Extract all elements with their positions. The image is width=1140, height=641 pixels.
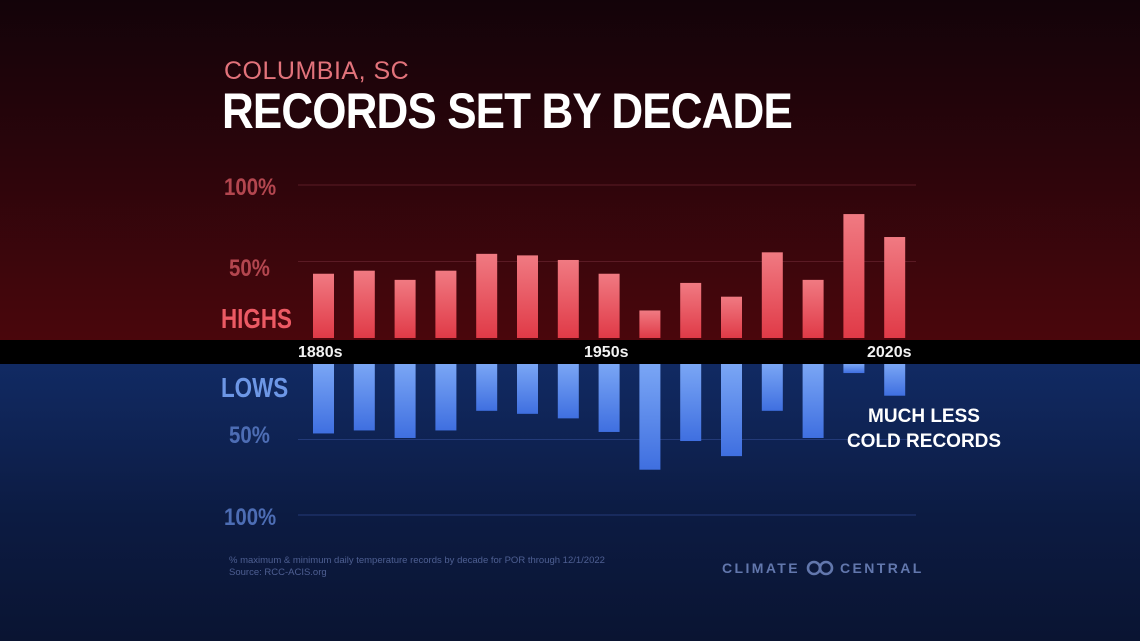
y-tick-label-top-50: 50% xyxy=(229,255,270,282)
lows-bar-1920s xyxy=(476,364,498,411)
highs-bar-1920s xyxy=(476,253,498,338)
lows-bar-1970s xyxy=(680,364,702,442)
infinity-rings-icon xyxy=(806,560,834,576)
highs-bar-1970s xyxy=(680,282,702,338)
chart-footnote: % maximum & minimum daily temperature re… xyxy=(229,555,605,579)
annotation-line-1: MUCH LESS xyxy=(868,406,980,427)
lows-bar-2010s xyxy=(843,364,865,374)
annotation-line-2: COLD RECORDS xyxy=(846,431,1002,452)
highs-bar-1880s xyxy=(313,273,334,338)
lows-bar-1880s xyxy=(313,364,334,434)
climate-central-logo: CLIMATE CENTRAL xyxy=(722,560,924,576)
lows-section-label: LOWS xyxy=(221,372,289,403)
highs-bar-2020s xyxy=(884,237,906,338)
highs-bar-1960s xyxy=(639,310,661,338)
lows-bar-2020s xyxy=(884,364,906,396)
y-tick-label-bottom-100: 100% xyxy=(224,504,277,531)
logo-word-right: CENTRAL xyxy=(839,560,924,576)
logo-word-left: CLIMATE xyxy=(722,560,800,576)
lows-bar-1940s xyxy=(557,364,579,419)
highs-bar-1950s xyxy=(598,273,620,338)
highs-bar-1900s xyxy=(394,279,416,338)
y-tick-label-bottom-50: 50% xyxy=(229,422,270,449)
highs-bar-2000s xyxy=(802,279,824,338)
lows-bar-1960s xyxy=(639,364,661,470)
chart-subtitle: COLUMBIA, SC xyxy=(224,57,410,85)
lows-bar-1900s xyxy=(394,364,416,438)
decade-axis-band xyxy=(0,340,1140,364)
y-tick-label-top-100: 100% xyxy=(224,174,277,201)
highs-bar-1940s xyxy=(557,259,579,338)
highs-bar-1930s xyxy=(517,255,538,338)
highs-bar-1910s xyxy=(435,270,457,338)
lows-bar-1930s xyxy=(517,364,538,414)
footnote-source: Source: RCC-ACIS.org xyxy=(229,567,327,578)
x-tick-label-1950s: 1950s xyxy=(584,344,629,361)
lows-bar-1910s xyxy=(435,364,457,431)
chart-annotation: MUCH LESS COLD RECORDS xyxy=(824,404,1024,454)
highs-bar-1990s xyxy=(761,252,783,338)
lows-bar-1980s xyxy=(721,364,742,457)
highs-bar-1890s xyxy=(353,270,375,338)
lows-bar-1990s xyxy=(761,364,783,411)
x-tick-label-2020s: 2020s xyxy=(867,344,912,361)
highs-bar-2010s xyxy=(843,214,865,338)
lows-bar-1950s xyxy=(598,364,620,432)
chart-title: RECORDS SET BY DECADE xyxy=(222,83,793,139)
footnote-method: % maximum & minimum daily temperature re… xyxy=(229,555,605,566)
lows-bar-1890s xyxy=(353,364,375,431)
lows-bar-2000s xyxy=(802,364,824,438)
x-tick-label-1880s: 1880s xyxy=(298,344,343,361)
highs-section-label: HIGHS xyxy=(221,303,292,334)
highs-bar-1980s xyxy=(721,296,742,338)
